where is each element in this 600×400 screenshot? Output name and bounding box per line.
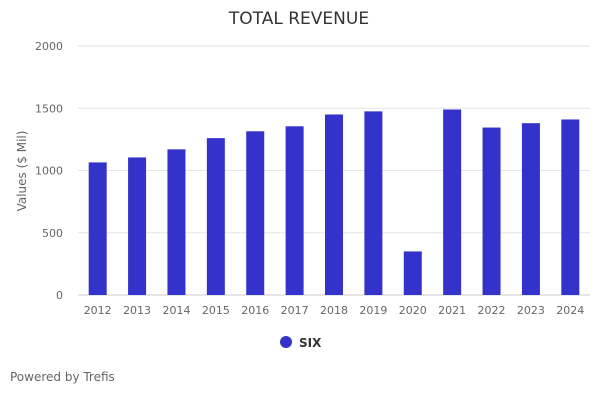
bar-2014[interactable] [167, 149, 186, 295]
legend-label[interactable]: SIX [299, 336, 322, 350]
y-tick-label: 500 [42, 227, 63, 240]
x-tick-label: 2014 [162, 304, 190, 317]
y-axis-label: Values ($ Mil) [15, 131, 29, 212]
bar-2024[interactable] [561, 119, 580, 295]
bar-2020[interactable] [403, 251, 422, 295]
bar-2022[interactable] [482, 127, 501, 295]
legend[interactable]: SIX [280, 336, 322, 350]
bar-2018[interactable] [325, 114, 343, 295]
x-tick-label: 2018 [320, 304, 348, 317]
bar-2012[interactable] [88, 162, 107, 295]
y-tick-label: 2000 [35, 40, 63, 53]
footer-credit: Powered by Trefis [10, 370, 115, 384]
bar-2021[interactable] [443, 109, 462, 296]
bar-2019[interactable] [364, 111, 383, 295]
legend-marker[interactable] [280, 336, 292, 348]
y-tick-label: 1000 [35, 165, 63, 178]
x-tick-label: 2022 [478, 304, 506, 317]
bar-2013[interactable] [128, 157, 147, 295]
y-axis-ticks: 0 500 1000 1500 2000 [35, 40, 63, 302]
x-tick-label: 2023 [517, 304, 545, 317]
x-tick-label: 2012 [84, 304, 112, 317]
x-tick-label: 2019 [359, 304, 387, 317]
bars [88, 109, 580, 296]
x-tick-label: 2015 [202, 304, 230, 317]
bar-2016[interactable] [246, 131, 265, 295]
x-tick-label: 2020 [399, 304, 427, 317]
x-tick-label: 2013 [123, 304, 151, 317]
y-tick-label: 1500 [35, 102, 63, 115]
chart-title: TOTAL REVENUE [228, 9, 369, 29]
bar-2015[interactable] [206, 138, 225, 295]
bar-2017[interactable] [285, 126, 304, 296]
x-tick-label: 2016 [241, 304, 269, 317]
x-tick-label: 2017 [281, 304, 309, 317]
y-tick-label: 0 [56, 289, 63, 302]
x-tick-label: 2024 [556, 304, 584, 317]
bar-2023[interactable] [521, 123, 540, 295]
x-tick-label: 2021 [438, 304, 466, 317]
x-axis-ticks: 2012 2013 2014 2015 2016 2017 2018 2019 2020 2021… [84, 304, 585, 317]
